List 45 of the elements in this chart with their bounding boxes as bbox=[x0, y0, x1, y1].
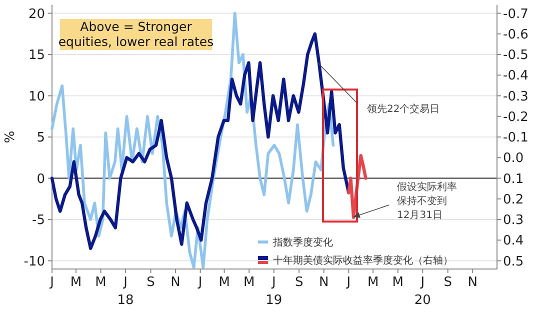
x-tick-label: J bbox=[346, 275, 351, 290]
y2-tick-label: -0.2 bbox=[503, 110, 528, 125]
y-tick-label: -5 bbox=[32, 213, 45, 228]
y2-tick-label: -0.7 bbox=[503, 6, 528, 22]
annotation: 假设实际利率保持不变到12月31日 bbox=[397, 181, 457, 221]
y-tick-label: 5 bbox=[36, 130, 45, 146]
line-series bbox=[50, 32, 350, 250]
x-tick-label: J bbox=[197, 275, 202, 290]
x-tick-label: J bbox=[49, 275, 54, 290]
legend-label: 指数季度变化 bbox=[272, 236, 333, 248]
y2-tick-label: -0.4 bbox=[503, 68, 528, 84]
y-tick-label: 0 bbox=[36, 172, 45, 187]
x-tick-label: M bbox=[95, 275, 106, 290]
y2-tick-label: -0.6 bbox=[503, 27, 528, 42]
x-tick-label: S bbox=[444, 275, 452, 290]
x-tick-label: N bbox=[468, 275, 478, 290]
x-tick-label: N bbox=[170, 275, 180, 290]
x-tick-label: M bbox=[392, 275, 404, 290]
y2-tick-label: -0.3 bbox=[503, 89, 528, 104]
x-tick-label: S bbox=[294, 275, 304, 290]
y2-tick-label: -0.5 bbox=[503, 48, 528, 64]
x-tick-label: J 18 bbox=[117, 275, 134, 308]
y-axis-title: % bbox=[3, 130, 18, 144]
y2-tick-label: 0.5 bbox=[503, 254, 524, 270]
x-tick-label: M bbox=[70, 275, 82, 290]
x-tick-label: J 19 bbox=[266, 275, 282, 308]
annotation: Above = Stronger equities, lower real rates bbox=[58, 19, 214, 49]
x-tick-label: M bbox=[243, 275, 255, 290]
x-tick-label: M bbox=[367, 275, 379, 290]
y2-tick-label: -0.1 bbox=[503, 130, 528, 146]
x-tick-label: J 20 bbox=[414, 275, 431, 308]
y-tick-label: 15 bbox=[28, 48, 45, 64]
x-tick-label: N bbox=[319, 275, 329, 290]
y2-tick-label: 0.2 bbox=[503, 192, 524, 208]
y2-tick-label: 0.0 bbox=[503, 151, 524, 166]
legend-label: 十年期美债实际收益率季度变化（右轴） bbox=[273, 254, 453, 266]
y-tick-label: -10 bbox=[24, 254, 45, 270]
y2-tick-label: 0.4 bbox=[503, 234, 524, 249]
y2-tick-label: 0.1 bbox=[503, 172, 524, 187]
x-tick-label: S bbox=[146, 275, 155, 290]
y-tick-label: 10 bbox=[28, 89, 45, 104]
y-tick-label: 20 bbox=[28, 6, 45, 22]
y2-tick-label: 0.3 bbox=[503, 213, 524, 228]
x-tick-label: M bbox=[218, 275, 230, 290]
annotation: 领先22个交易日 bbox=[367, 103, 440, 115]
